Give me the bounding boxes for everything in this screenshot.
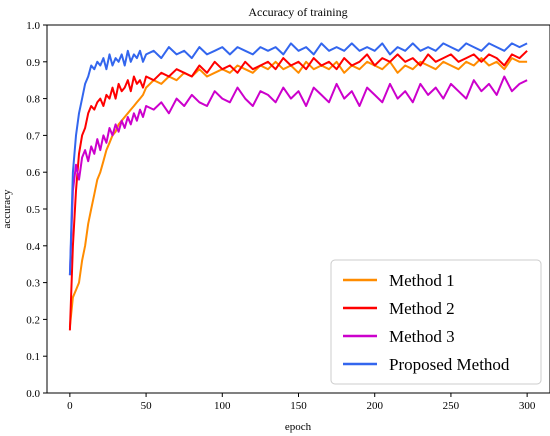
y-tick-label: 1.0 xyxy=(26,20,40,32)
x-tick-label: 300 xyxy=(519,400,536,412)
series-line-proposed-method xyxy=(68,42,528,276)
x-axis-title: epoch xyxy=(285,421,312,433)
x-tick-label: 50 xyxy=(141,400,153,412)
series-line-method-2 xyxy=(68,50,528,331)
y-tick-label: 0.3 xyxy=(26,278,40,290)
legend-label-method-2: Method 2 xyxy=(389,299,455,318)
plot-area xyxy=(68,42,528,331)
series-line-method-3 xyxy=(68,75,528,276)
y-axis: 0.0 0.1 0.2 0.3 0.4 0.5 0.6 0.7 0.8 0.9 1.0 xyxy=(26,20,47,400)
y-axis-title: accuracy xyxy=(1,189,13,229)
x-tick-label: 100 xyxy=(214,400,231,412)
y-tick-label: 0.9 xyxy=(26,57,40,69)
chart-title: Accuracy of training xyxy=(248,5,347,19)
x-tick-label: 200 xyxy=(366,400,383,412)
y-tick-label: 0.4 xyxy=(26,241,40,253)
x-tick-label: 250 xyxy=(443,400,460,412)
x-axis: 0 50 100 150 200 250 300 xyxy=(67,393,536,412)
y-tick-label: 0.2 xyxy=(26,314,40,326)
y-tick-label: 0.8 xyxy=(26,94,40,106)
legend: Method 1 Method 2 Method 3 Proposed Method xyxy=(330,259,542,385)
y-tick-label: 0.6 xyxy=(26,167,40,179)
y-tick-label: 0.5 xyxy=(26,204,40,216)
legend-label-method-1: Method 1 xyxy=(389,271,455,290)
legend-box xyxy=(330,259,542,385)
y-tick-label: 0.7 xyxy=(26,130,40,142)
legend-label-method-3: Method 3 xyxy=(389,327,455,346)
y-tick-label: 0.0 xyxy=(26,388,40,400)
x-tick-label: 0 xyxy=(67,400,73,412)
y-tick-label: 0.1 xyxy=(26,351,40,363)
legend-label-proposed-method: Proposed Method xyxy=(389,355,510,374)
x-tick-label: 150 xyxy=(290,400,307,412)
